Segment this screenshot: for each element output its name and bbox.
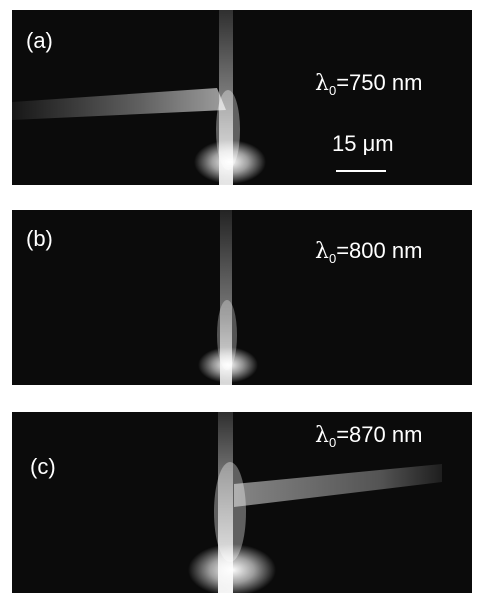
panel-b: (b) λ0=800 nm: [12, 210, 472, 385]
wavelength-value: =870 nm: [336, 422, 423, 447]
panel-c: (c) λ0=870 nm: [12, 412, 472, 593]
wavelength-label: λ0=870 nm: [315, 422, 423, 450]
panel-label: (a): [26, 28, 53, 53]
lambda-subscript: 0: [328, 83, 337, 98]
panel-a: (a) λ0=750 nm 15 μm: [12, 10, 472, 185]
beam-image-c: [188, 412, 442, 593]
wavelength-label: λ0=750 nm: [315, 70, 423, 98]
lambda-symbol: λ: [315, 239, 329, 264]
wavelength-value: =750 nm: [336, 70, 423, 95]
beam-image-a: [12, 10, 266, 185]
panel-label: (c): [30, 454, 56, 479]
lambda-subscript: 0: [328, 435, 337, 450]
scale-bar: [336, 170, 386, 172]
lambda-symbol: λ: [315, 71, 329, 96]
lambda-symbol: λ: [315, 423, 329, 448]
wavelength-value: =800 nm: [336, 238, 423, 263]
lambda-subscript: 0: [328, 251, 337, 266]
panel-label: (b): [26, 226, 53, 251]
wavelength-label: λ0=800 nm: [315, 238, 423, 266]
scale-bar-label: 15 μm: [332, 131, 394, 156]
beam-image-b: [198, 210, 258, 385]
